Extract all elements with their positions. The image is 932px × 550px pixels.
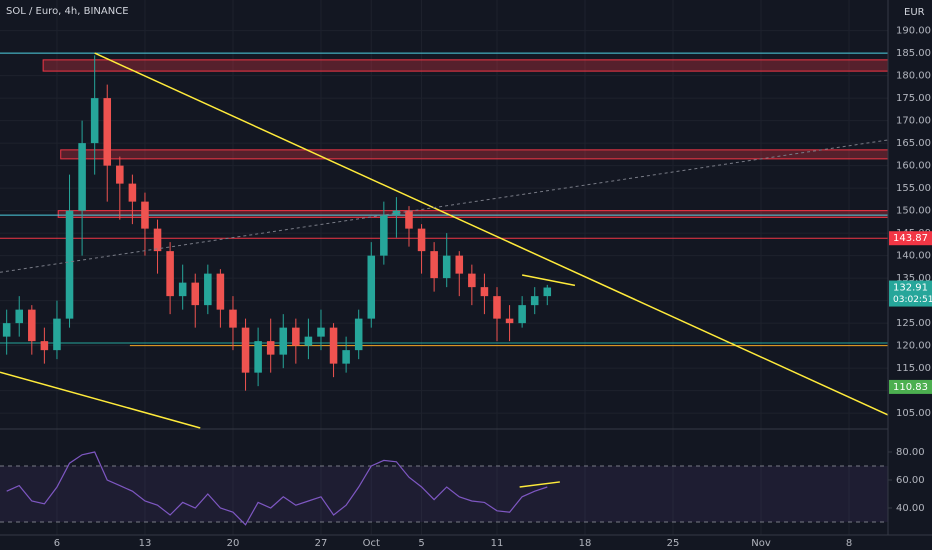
y-tick-label: 150.00 bbox=[896, 206, 931, 217]
candle-body bbox=[153, 228, 162, 252]
price-label-box bbox=[889, 280, 932, 307]
rsi-tick-label: 80.00 bbox=[896, 447, 925, 458]
candle-body bbox=[530, 296, 539, 306]
candle-body bbox=[455, 255, 464, 274]
candle-body bbox=[103, 98, 112, 166]
y-tick-label: 105.00 bbox=[896, 408, 931, 419]
countdown-label: 03:02:51 bbox=[893, 295, 932, 305]
candle-body bbox=[216, 273, 225, 310]
candle-body bbox=[392, 210, 401, 216]
price-label: 132.91 bbox=[893, 283, 928, 294]
candle-body bbox=[90, 98, 99, 144]
zone bbox=[57, 210, 889, 218]
candle-body bbox=[65, 210, 74, 319]
candle-body bbox=[2, 323, 11, 337]
candle-body bbox=[405, 210, 413, 229]
y-tick-label: 175.00 bbox=[896, 93, 931, 104]
candle-body bbox=[329, 327, 338, 364]
y-tick-label: 135.00 bbox=[896, 273, 931, 284]
candle-body bbox=[204, 273, 212, 306]
price-label-box bbox=[889, 379, 932, 394]
candle-body bbox=[493, 296, 501, 319]
candle-body bbox=[317, 327, 325, 337]
x-tick-label: 6 bbox=[54, 538, 60, 549]
candle-body bbox=[380, 215, 388, 256]
rsi-tick-label: 60.00 bbox=[896, 475, 925, 486]
y-tick-label: 165.00 bbox=[896, 138, 931, 149]
candle-body bbox=[254, 341, 262, 373]
x-tick-label: 18 bbox=[579, 538, 592, 549]
x-tick-label: 11 bbox=[491, 538, 504, 549]
candle-body bbox=[116, 165, 124, 184]
candle-body bbox=[480, 287, 489, 297]
candle-body bbox=[442, 255, 451, 279]
candle-body bbox=[78, 143, 86, 211]
x-tick-label: Oct bbox=[363, 538, 380, 549]
y-tick-label: 180.00 bbox=[896, 71, 931, 82]
rsi-band bbox=[0, 465, 888, 522]
x-tick-label: 13 bbox=[139, 538, 152, 549]
x-tick-label: 8 bbox=[846, 538, 852, 549]
y-tick-label: 115.00 bbox=[896, 363, 931, 374]
y-tick-label: 140.00 bbox=[896, 251, 931, 262]
candle-body bbox=[128, 183, 137, 202]
candle-body bbox=[229, 309, 237, 328]
rsi-trendline bbox=[519, 481, 560, 488]
x-tick-label: 25 bbox=[667, 538, 680, 549]
candle-body bbox=[354, 318, 363, 351]
y-tick-label: 120.00 bbox=[896, 341, 931, 352]
candle-body bbox=[15, 309, 24, 324]
candle-body bbox=[53, 318, 61, 351]
zone bbox=[42, 59, 889, 72]
candle-body bbox=[304, 336, 313, 346]
candle-body bbox=[28, 309, 36, 342]
y-tick-label: 125.00 bbox=[896, 318, 931, 329]
rsi-tick-label: 40.00 bbox=[896, 503, 925, 514]
x-tick-label: 5 bbox=[418, 538, 424, 549]
candle-body bbox=[166, 251, 174, 297]
candle-body bbox=[543, 287, 552, 297]
candle-body bbox=[266, 341, 275, 355]
price-label-box bbox=[889, 231, 932, 246]
candle-body bbox=[518, 305, 526, 324]
candle-body bbox=[279, 327, 288, 355]
price-label: 143.87 bbox=[893, 233, 928, 244]
y-tick-label: 170.00 bbox=[896, 116, 931, 127]
price-label: 110.83 bbox=[893, 382, 928, 393]
candle-body bbox=[417, 228, 426, 252]
candle-body bbox=[505, 318, 514, 324]
candle-body bbox=[367, 255, 376, 319]
candle-body bbox=[191, 282, 200, 306]
trendline bbox=[0, 371, 201, 429]
y-tick-label: 160.00 bbox=[896, 161, 931, 172]
chart-title: SOL / Euro, 4h, BINANCE bbox=[6, 6, 129, 17]
rsi-line bbox=[6, 451, 548, 526]
x-tick-label: 27 bbox=[315, 538, 328, 549]
candle-body bbox=[178, 282, 187, 297]
candle-body bbox=[342, 350, 350, 364]
trendline bbox=[521, 274, 576, 287]
candle-body bbox=[468, 273, 476, 288]
currency-label: EUR bbox=[904, 7, 925, 18]
zone bbox=[60, 149, 889, 160]
candle-body bbox=[292, 327, 300, 346]
y-tick-label: 185.00 bbox=[896, 48, 931, 59]
y-tick-label: 155.00 bbox=[896, 183, 931, 194]
candle-body bbox=[241, 327, 250, 373]
y-tick-label: 190.00 bbox=[896, 26, 931, 37]
trendline bbox=[94, 52, 889, 416]
x-tick-label: 20 bbox=[227, 538, 240, 549]
x-tick-label: Nov bbox=[751, 538, 771, 549]
candle-body bbox=[40, 341, 49, 351]
candle-body bbox=[430, 251, 438, 279]
candle-body bbox=[141, 201, 149, 229]
axis-layer: 105.00110.00115.00120.00125.00130.00135.… bbox=[54, 26, 932, 549]
